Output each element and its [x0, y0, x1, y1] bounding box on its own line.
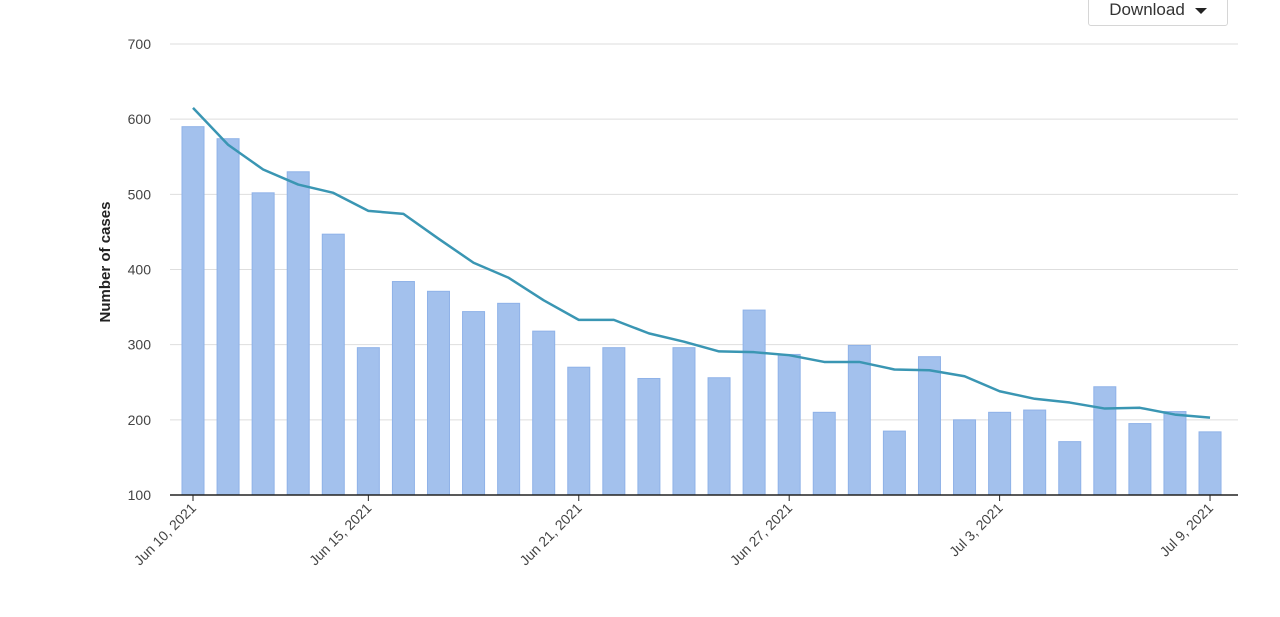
- x-tick-label: Jul 3, 2021: [946, 500, 1006, 560]
- bar[interactable]: [742, 309, 766, 496]
- x-tick-label: Jul 9, 2021: [1156, 500, 1216, 560]
- x-tick-label: Jun 10, 2021: [131, 500, 200, 569]
- bar[interactable]: [1128, 423, 1152, 496]
- bar[interactable]: [356, 347, 380, 496]
- bar[interactable]: [181, 126, 205, 496]
- bar[interactable]: [426, 290, 450, 496]
- bar[interactable]: [462, 311, 486, 496]
- y-tick-label: 600: [128, 111, 152, 127]
- bar[interactable]: [251, 192, 275, 496]
- bar[interactable]: [1093, 386, 1117, 496]
- y-axis-title: Number of cases: [97, 202, 114, 323]
- bar[interactable]: [321, 233, 345, 496]
- bar[interactable]: [637, 377, 661, 496]
- bar[interactable]: [953, 419, 977, 496]
- x-tick-label: Jun 15, 2021: [306, 500, 375, 569]
- bar[interactable]: [391, 281, 415, 496]
- y-tick-label: 700: [128, 36, 152, 52]
- bar[interactable]: [707, 377, 731, 496]
- bar[interactable]: [812, 411, 836, 496]
- bar[interactable]: [882, 430, 906, 496]
- download-button[interactable]: Download: [1088, 0, 1228, 26]
- x-tick-label: Jun 21, 2021: [516, 500, 585, 569]
- caret-down-icon: [1194, 8, 1207, 14]
- gridlines: [170, 43, 1238, 421]
- bar[interactable]: [497, 302, 521, 496]
- bar[interactable]: [1058, 441, 1082, 496]
- y-tick-label: 300: [128, 337, 152, 353]
- bar[interactable]: [1198, 431, 1222, 496]
- bar[interactable]: [532, 330, 556, 496]
- bar[interactable]: [988, 411, 1012, 496]
- y-tick-label: 200: [128, 412, 152, 428]
- bar[interactable]: [1163, 411, 1187, 496]
- y-tick-label: 100: [128, 487, 152, 503]
- x-tick-label: Jun 27, 2021: [727, 500, 796, 569]
- bar[interactable]: [672, 347, 696, 496]
- bar[interactable]: [602, 347, 626, 496]
- bar[interactable]: [917, 356, 941, 496]
- average-line[interactable]: [192, 107, 1211, 419]
- download-button-label: Download: [1109, 0, 1185, 19]
- bar[interactable]: [286, 171, 310, 496]
- y-tick-label: 500: [128, 186, 152, 202]
- line-series: [192, 107, 1211, 419]
- bar-series: [181, 126, 1222, 496]
- bar[interactable]: [777, 353, 801, 496]
- bar[interactable]: [216, 138, 240, 496]
- y-tick-label: 400: [128, 262, 152, 278]
- bar[interactable]: [567, 366, 591, 496]
- bar[interactable]: [847, 344, 871, 496]
- bar[interactable]: [1023, 409, 1047, 496]
